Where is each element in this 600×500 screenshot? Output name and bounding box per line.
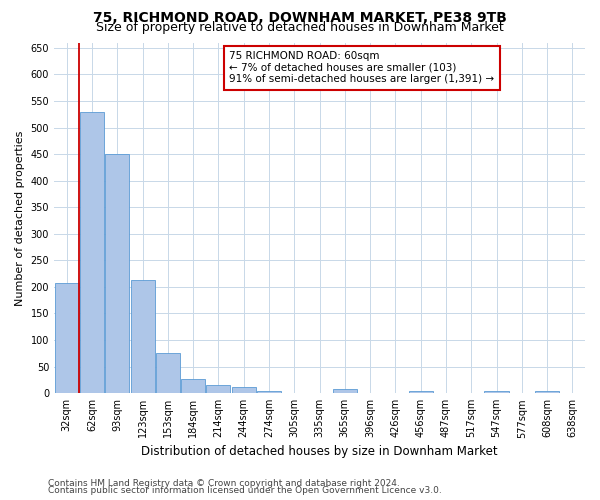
Bar xyxy=(55,283,79,393)
Bar xyxy=(206,385,230,393)
Bar xyxy=(232,388,256,393)
Bar xyxy=(181,380,205,393)
X-axis label: Distribution of detached houses by size in Downham Market: Distribution of detached houses by size … xyxy=(141,444,498,458)
Bar xyxy=(80,112,104,393)
Text: Size of property relative to detached houses in Downham Market: Size of property relative to detached ho… xyxy=(96,22,504,35)
Text: 75, RICHMOND ROAD, DOWNHAM MARKET, PE38 9TB: 75, RICHMOND ROAD, DOWNHAM MARKET, PE38 … xyxy=(93,12,507,26)
Text: Contains HM Land Registry data © Crown copyright and database right 2024.: Contains HM Land Registry data © Crown c… xyxy=(48,478,400,488)
Text: Contains public sector information licensed under the Open Government Licence v3: Contains public sector information licen… xyxy=(48,486,442,495)
Text: 75 RICHMOND ROAD: 60sqm
← 7% of detached houses are smaller (103)
91% of semi-de: 75 RICHMOND ROAD: 60sqm ← 7% of detached… xyxy=(229,52,494,84)
Bar xyxy=(156,353,180,393)
Bar xyxy=(131,280,155,393)
Bar xyxy=(409,390,433,393)
Bar xyxy=(484,390,509,393)
Bar xyxy=(333,390,357,393)
Bar xyxy=(535,390,559,393)
Bar xyxy=(257,390,281,393)
Y-axis label: Number of detached properties: Number of detached properties xyxy=(15,130,25,306)
Bar xyxy=(105,154,129,393)
